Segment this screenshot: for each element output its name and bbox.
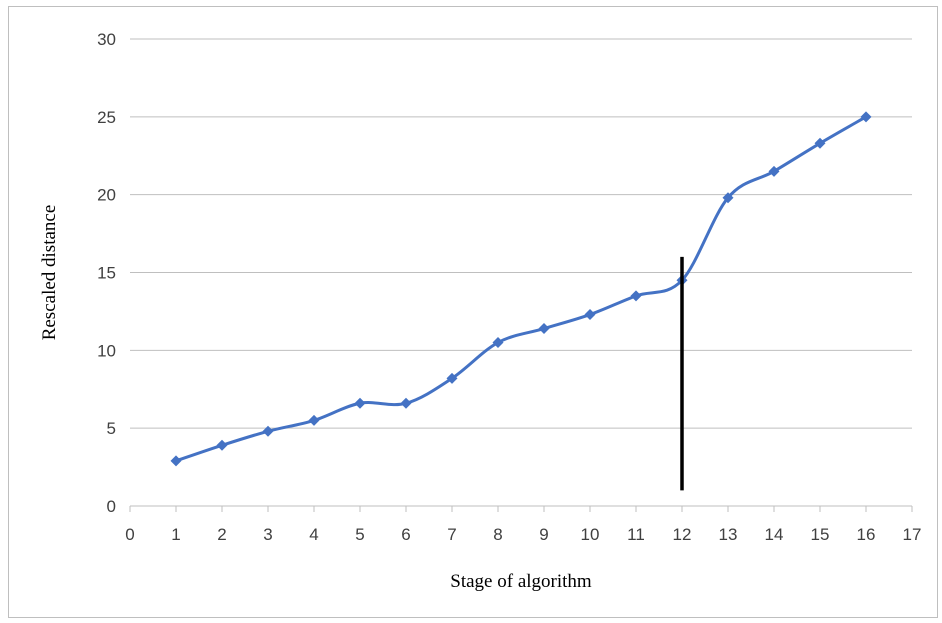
x-tick-label: 6 (401, 525, 410, 544)
data-point (538, 323, 550, 335)
x-tick-label: 17 (903, 525, 922, 544)
y-tick-label: 15 (97, 264, 116, 283)
data-point (170, 455, 182, 467)
x-tick-label: 12 (673, 525, 692, 544)
x-tick-label: 8 (493, 525, 502, 544)
x-tick-label: 2 (217, 525, 226, 544)
y-tick-label: 20 (97, 186, 116, 205)
data-point (584, 309, 596, 321)
x-tick-label: 13 (719, 525, 738, 544)
data-point (722, 192, 734, 204)
x-axis-title: Stage of algorithm (450, 571, 592, 592)
data-point (308, 414, 320, 426)
y-axis-title: Rescaled distance (39, 205, 60, 341)
data-point (814, 137, 826, 149)
x-tick-label: 16 (857, 525, 876, 544)
series (170, 111, 872, 467)
x-tick-label: 9 (539, 525, 548, 544)
x-tick-label: 11 (627, 525, 645, 544)
data-point (446, 372, 458, 384)
y-tick-label: 0 (107, 497, 116, 516)
x-tick-label: 15 (811, 525, 830, 544)
x-tick-label: 0 (125, 525, 134, 544)
data-point (492, 337, 504, 349)
y-tick-label: 25 (97, 108, 116, 127)
y-tick-label: 5 (107, 419, 116, 438)
x-tick-label: 14 (765, 525, 784, 544)
y-tick-label: 10 (97, 341, 116, 360)
x-tick-label: 10 (581, 525, 600, 544)
y-tick-label: 30 (97, 30, 116, 49)
data-point (216, 439, 228, 451)
data-point (860, 111, 872, 123)
data-point (400, 397, 412, 409)
x-tick-label: 4 (309, 525, 318, 544)
x-tick-label: 3 (263, 525, 272, 544)
data-point (354, 397, 366, 409)
data-point (630, 290, 642, 302)
series-line-0 (175, 115, 867, 463)
data-point (262, 425, 274, 437)
x-tick-label: 7 (447, 525, 456, 544)
x-tick-label: 1 (171, 525, 180, 544)
x-tick-label: 5 (355, 525, 364, 544)
gridlines (130, 38, 912, 429)
data-point (768, 165, 780, 177)
chart-frame: 0 5 10 15 20 25 30 0 1 2 3 4 5 6 7 8 9 10 11 12 13 14 15 16 17 S… (8, 6, 938, 618)
